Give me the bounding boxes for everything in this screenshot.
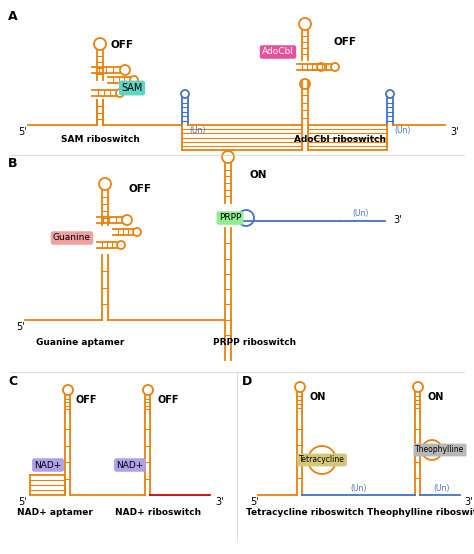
Text: Guanine: Guanine bbox=[53, 233, 91, 243]
Text: Guanine aptamer: Guanine aptamer bbox=[36, 338, 124, 347]
Text: 5': 5' bbox=[18, 497, 27, 507]
Text: PRPP: PRPP bbox=[219, 213, 241, 223]
Text: OFF: OFF bbox=[334, 37, 356, 47]
Text: Tetracycline riboswitch: Tetracycline riboswitch bbox=[246, 508, 364, 517]
Text: A: A bbox=[8, 10, 18, 23]
Text: 5': 5' bbox=[18, 127, 27, 137]
Text: 3': 3' bbox=[215, 497, 224, 507]
Text: Theophylline riboswitch: Theophylline riboswitch bbox=[367, 508, 474, 517]
Text: 3': 3' bbox=[464, 497, 473, 507]
Text: AdoCbl riboswitch: AdoCbl riboswitch bbox=[294, 135, 386, 144]
Text: B: B bbox=[8, 157, 18, 170]
Text: OFF: OFF bbox=[110, 40, 134, 50]
Text: OFF: OFF bbox=[157, 395, 179, 405]
Text: NAD+: NAD+ bbox=[35, 460, 62, 469]
Text: ON: ON bbox=[249, 170, 267, 180]
Text: ON: ON bbox=[310, 392, 326, 402]
Text: SAM riboswitch: SAM riboswitch bbox=[61, 135, 139, 144]
Text: NAD+ riboswitch: NAD+ riboswitch bbox=[115, 508, 201, 517]
Text: SAM: SAM bbox=[121, 83, 143, 93]
Text: 5': 5' bbox=[250, 497, 259, 507]
Text: 3': 3' bbox=[450, 127, 459, 137]
Text: ON: ON bbox=[428, 392, 444, 402]
Text: OFF: OFF bbox=[128, 184, 152, 194]
Text: (Un): (Un) bbox=[189, 126, 205, 135]
Text: (Un): (Un) bbox=[350, 484, 366, 493]
Text: AdoCbl: AdoCbl bbox=[262, 48, 294, 57]
Text: Tetracycline: Tetracycline bbox=[299, 455, 345, 464]
Text: (Un): (Un) bbox=[352, 209, 368, 218]
Text: OFF: OFF bbox=[75, 395, 97, 405]
Text: Theophylline: Theophylline bbox=[415, 445, 465, 454]
Text: (Un): (Un) bbox=[433, 484, 449, 493]
Text: PRPP riboswitch: PRPP riboswitch bbox=[213, 338, 297, 347]
Text: (Un): (Un) bbox=[394, 126, 410, 135]
Text: D: D bbox=[242, 375, 252, 388]
Text: C: C bbox=[8, 375, 17, 388]
Text: NAD+ aptamer: NAD+ aptamer bbox=[17, 508, 93, 517]
Text: NAD+: NAD+ bbox=[117, 460, 144, 469]
Text: 3': 3' bbox=[393, 215, 401, 225]
Text: 5': 5' bbox=[16, 322, 25, 332]
